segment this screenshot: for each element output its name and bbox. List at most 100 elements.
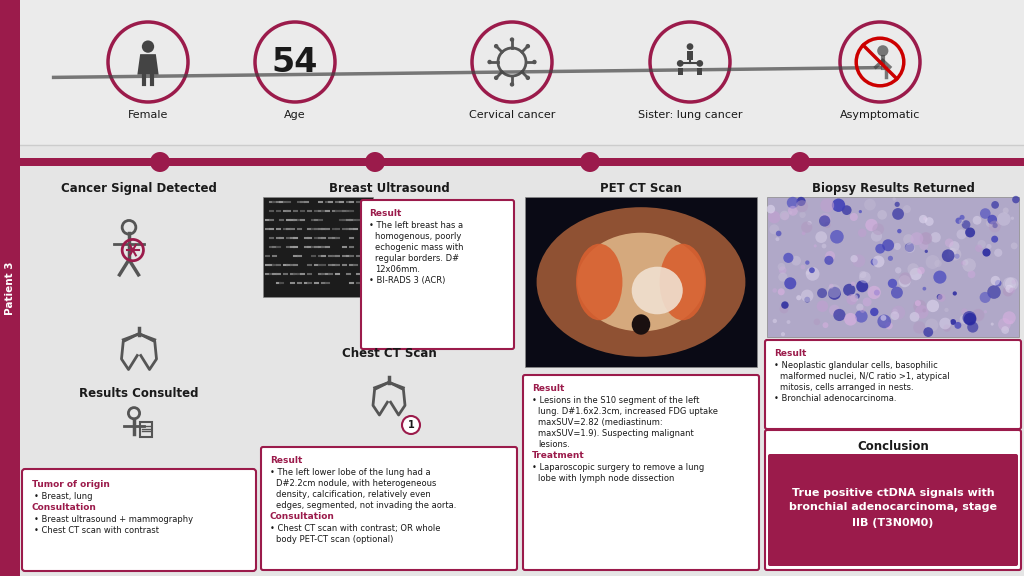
Circle shape: [990, 276, 1000, 285]
Text: • Breast, lung: • Breast, lung: [34, 492, 92, 501]
Circle shape: [859, 272, 870, 283]
Text: Conclusion: Conclusion: [857, 440, 929, 453]
Circle shape: [814, 244, 817, 248]
Circle shape: [532, 60, 537, 65]
Circle shape: [937, 294, 942, 300]
Circle shape: [859, 210, 862, 213]
Circle shape: [872, 223, 884, 235]
Text: 1: 1: [408, 420, 415, 430]
Circle shape: [963, 259, 976, 272]
Bar: [525, 197, 757, 367]
Circle shape: [778, 272, 787, 282]
Circle shape: [801, 222, 812, 233]
Circle shape: [802, 232, 806, 235]
Text: Result: Result: [774, 349, 806, 358]
Circle shape: [891, 306, 905, 320]
Circle shape: [913, 321, 926, 334]
Circle shape: [786, 320, 791, 324]
Circle shape: [878, 45, 889, 56]
Circle shape: [918, 267, 925, 274]
Circle shape: [859, 271, 866, 278]
Circle shape: [820, 199, 835, 213]
Circle shape: [830, 230, 844, 244]
Circle shape: [852, 255, 865, 267]
Text: Cervical cancer: Cervical cancer: [469, 110, 555, 120]
Circle shape: [909, 312, 920, 322]
Circle shape: [978, 240, 986, 248]
Text: Biopsy Results Returned: Biopsy Results Returned: [812, 182, 975, 195]
Text: homogenous, poorly: homogenous, poorly: [375, 232, 462, 241]
Circle shape: [925, 217, 934, 226]
Text: Asymptomatic: Asymptomatic: [840, 110, 921, 120]
Circle shape: [834, 309, 846, 321]
Circle shape: [1001, 326, 1009, 334]
Circle shape: [775, 237, 779, 241]
Circle shape: [786, 197, 799, 209]
FancyBboxPatch shape: [261, 447, 517, 570]
Ellipse shape: [577, 244, 623, 320]
Circle shape: [894, 243, 901, 250]
Circle shape: [962, 308, 968, 314]
Circle shape: [878, 314, 891, 328]
Bar: [263, 197, 373, 297]
Circle shape: [819, 215, 830, 226]
Circle shape: [939, 317, 951, 329]
Circle shape: [817, 301, 828, 312]
Circle shape: [931, 232, 941, 242]
Text: • Neoplastic glandular cells, basophilic: • Neoplastic glandular cells, basophilic: [774, 361, 938, 370]
Circle shape: [580, 152, 600, 172]
Circle shape: [822, 322, 828, 328]
Circle shape: [801, 290, 813, 302]
Ellipse shape: [578, 233, 705, 331]
Circle shape: [942, 249, 954, 262]
Circle shape: [873, 290, 880, 295]
Circle shape: [895, 202, 900, 207]
Circle shape: [962, 220, 971, 229]
Circle shape: [365, 152, 385, 172]
Text: Result: Result: [369, 209, 401, 218]
Text: IIB (T3N0M0): IIB (T3N0M0): [852, 517, 934, 528]
Text: • Laparoscopic surgery to remove a lung: • Laparoscopic surgery to remove a lung: [532, 463, 705, 472]
Polygon shape: [137, 54, 159, 75]
Circle shape: [814, 319, 820, 325]
Text: density, calcification, relatively even: density, calcification, relatively even: [276, 490, 431, 499]
Circle shape: [878, 210, 887, 219]
Circle shape: [856, 281, 868, 292]
Text: lung. D#1.6x2.3cm, increased FDG uptake: lung. D#1.6x2.3cm, increased FDG uptake: [538, 407, 718, 416]
Circle shape: [924, 327, 933, 337]
Text: Consultation: Consultation: [270, 512, 335, 521]
Circle shape: [881, 315, 887, 321]
Circle shape: [787, 206, 798, 216]
Circle shape: [925, 319, 938, 332]
Text: • Chest CT scan with contrast; OR whole: • Chest CT scan with contrast; OR whole: [270, 524, 440, 533]
Circle shape: [768, 211, 780, 223]
Circle shape: [854, 293, 860, 299]
Circle shape: [995, 280, 1001, 286]
Circle shape: [850, 213, 858, 221]
Text: Cancer Signal Detected: Cancer Signal Detected: [61, 182, 217, 195]
Circle shape: [943, 324, 950, 332]
Circle shape: [997, 213, 1011, 226]
Circle shape: [949, 248, 962, 260]
Circle shape: [968, 271, 976, 278]
Circle shape: [938, 294, 945, 302]
Circle shape: [850, 294, 858, 302]
Circle shape: [905, 243, 915, 253]
Circle shape: [948, 248, 956, 256]
Text: Age: Age: [285, 110, 306, 120]
Circle shape: [776, 230, 781, 236]
Circle shape: [800, 211, 806, 218]
Circle shape: [773, 319, 777, 323]
Circle shape: [779, 266, 786, 274]
Circle shape: [821, 244, 826, 248]
Circle shape: [980, 292, 990, 303]
Circle shape: [806, 271, 810, 275]
Circle shape: [844, 313, 857, 325]
Circle shape: [899, 275, 910, 287]
Circle shape: [1006, 285, 1014, 293]
Circle shape: [892, 309, 898, 314]
Circle shape: [790, 211, 793, 214]
Ellipse shape: [632, 267, 683, 314]
Circle shape: [891, 312, 899, 320]
Bar: [697, 67, 702, 75]
